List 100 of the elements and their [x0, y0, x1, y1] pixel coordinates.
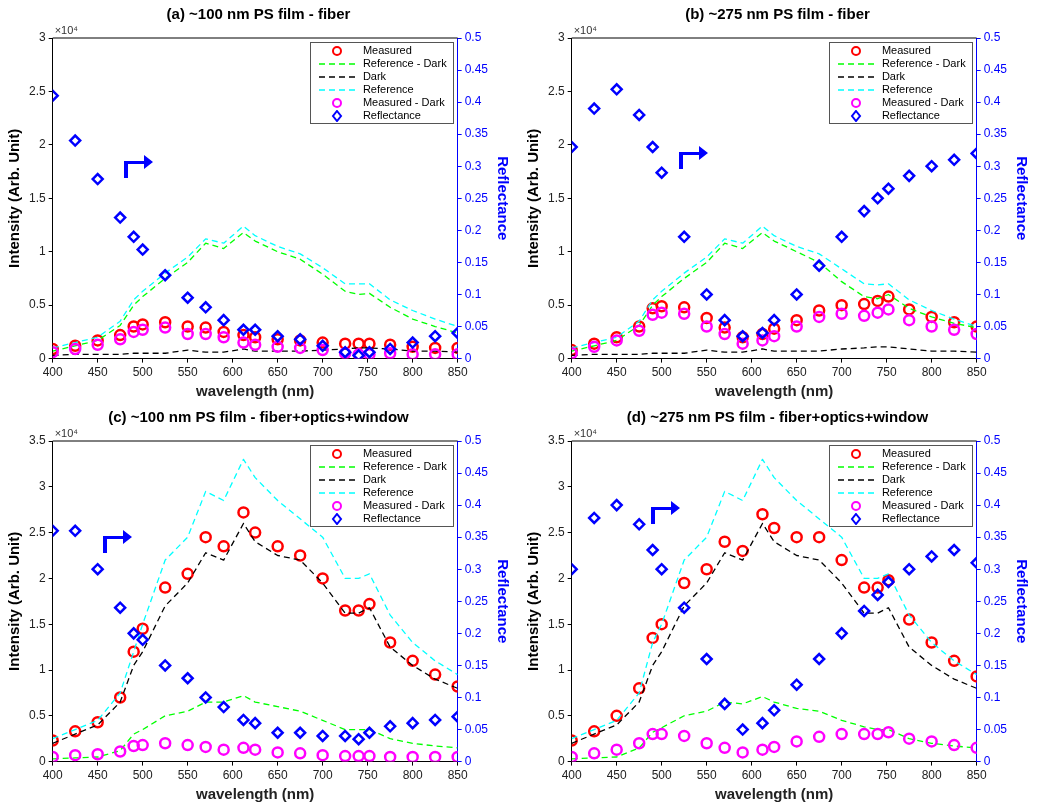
y2-tick-label: 0.1	[983, 286, 1001, 301]
y2-tick-label: 0.25	[983, 190, 1008, 205]
x-tick-label: 500	[651, 365, 673, 380]
y2-axis-title: Reflectance	[1013, 156, 1031, 241]
y2-tick-label: 0.3	[983, 561, 1001, 576]
x-tick-label: 450	[87, 768, 109, 783]
y-tick-label: 2.5	[547, 524, 565, 539]
y-tick-label: 2	[557, 137, 565, 152]
y2-tick-label: 0.05	[983, 318, 1008, 333]
y2-tick-label: 0.45	[983, 62, 1008, 77]
y2-tick-label: 0.5	[983, 433, 1001, 448]
y2-tick-label: 0	[464, 350, 472, 365]
y-tick-label: 1.5	[28, 190, 46, 205]
text: ×10⁴	[573, 426, 598, 439]
y2-tick-label: 0.4	[983, 94, 1001, 109]
y2-tick-label: 0.2	[464, 625, 482, 640]
chart-title: (b) ~275 nm PS film - fiber	[685, 5, 870, 23]
legend-label: Dark	[362, 473, 387, 486]
y2-tick-label: 0.45	[464, 62, 489, 77]
y2-tick-label: 0	[464, 753, 472, 768]
x-tick-label: 500	[132, 768, 154, 783]
y2-tick-label: 0.35	[983, 529, 1008, 544]
x-tick-label: 500	[651, 768, 673, 783]
y2-tick-label: 0	[983, 753, 991, 768]
y2-tick-label: 0.5	[464, 433, 482, 448]
y2-tick-label: 0.2	[983, 222, 1001, 237]
y2-tick-label: 0.4	[983, 497, 1001, 512]
legend-label: Reference	[362, 83, 414, 96]
x-tick-label: 550	[177, 768, 198, 783]
x-tick-label: 750	[357, 365, 378, 380]
legend-label: Reference - Dark	[881, 57, 966, 70]
legend-label: Reference	[881, 83, 933, 96]
chart-title: (a) ~100 nm PS film - fiber	[166, 5, 351, 23]
x-tick-label: 600	[741, 768, 762, 783]
y2-tick-label: 0.2	[983, 625, 1001, 640]
legend-label: Reflectance	[362, 512, 421, 525]
y2-tick-label: 0.2	[464, 222, 482, 237]
x-tick-label: 600	[741, 365, 762, 380]
y-tick-label: 0.5	[28, 708, 46, 723]
y-tick-label: 0	[38, 753, 46, 768]
x-tick-label: 400	[561, 768, 583, 783]
x-tick-label: 450	[606, 365, 628, 380]
y-axis-title: Intensity (Arb. Unit)	[5, 128, 23, 268]
y-tick-label: 0.5	[28, 297, 46, 312]
x-tick-label: 850	[447, 768, 468, 783]
legend-label: Dark	[362, 70, 387, 83]
x-tick-label: 850	[966, 768, 987, 783]
legend-label: Reference - Dark	[881, 460, 966, 473]
y-tick-label: 2	[38, 570, 46, 585]
y2-tick-label: 0.35	[983, 126, 1008, 141]
y-tick-label: 3.5	[547, 433, 565, 448]
legend-label: Measured - Dark	[362, 499, 445, 512]
text: ×10⁴	[54, 23, 79, 36]
y2-tick-label: 0.1	[464, 286, 482, 301]
y-tick-label: 0	[38, 350, 46, 365]
x-tick-label: 400	[42, 768, 64, 783]
y-tick-label: 2.5	[28, 83, 46, 98]
x-tick-label: 800	[921, 365, 942, 380]
x-tick-label: 850	[966, 365, 987, 380]
y2-tick-label: 0.3	[464, 158, 482, 173]
x-tick-label: 550	[696, 365, 717, 380]
y2-tick-label: 0.4	[464, 497, 482, 512]
y2-tick-label: 0.3	[983, 158, 1001, 173]
y2-tick-label: 0	[983, 350, 991, 365]
y-tick-label: 3	[557, 479, 565, 494]
legend-label: Measured	[362, 447, 412, 460]
x-axis-title: wavelength (nm)	[713, 382, 834, 400]
y-tick-label: 0	[557, 350, 565, 365]
y2-tick-label: 0.5	[464, 30, 482, 45]
y-tick-label: 2.5	[28, 524, 46, 539]
y-axis-title: Intensity (Arb. Unit)	[524, 128, 542, 268]
x-tick-label: 800	[402, 768, 423, 783]
y2-tick-label: 0.1	[983, 689, 1001, 704]
x-tick-label: 850	[447, 365, 468, 380]
x-tick-label: 400	[561, 365, 583, 380]
legend-label: Measured	[881, 447, 931, 460]
y2-tick-label: 0.35	[464, 529, 489, 544]
legend-label: Reflectance	[881, 512, 940, 525]
legend-label: Measured - Dark	[881, 96, 964, 109]
y2-tick-label: 0.05	[464, 721, 489, 736]
y-tick-label: 3	[557, 30, 565, 45]
x-tick-label: 750	[876, 365, 897, 380]
legend-label: Reflectance	[881, 109, 940, 122]
y2-tick-label: 0.15	[464, 657, 489, 672]
y2-tick-label: 0.35	[464, 126, 489, 141]
y-tick-label: 3.5	[28, 433, 46, 448]
legend-label: Dark	[881, 473, 906, 486]
text: ×10⁴	[54, 426, 79, 439]
chart-title: (d) ~275 nm PS film - fiber+optics+window	[626, 408, 929, 426]
y2-tick-label: 0.1	[464, 689, 482, 704]
x-axis-title: wavelength (nm)	[194, 785, 315, 803]
x-tick-label: 700	[312, 365, 333, 380]
y-tick-label: 1.5	[547, 190, 565, 205]
x-axis-title: wavelength (nm)	[713, 785, 834, 803]
x-tick-label: 800	[402, 365, 423, 380]
text: ×10⁴	[573, 23, 598, 36]
y2-tick-label: 0.15	[464, 254, 489, 269]
y-tick-label: 1	[557, 662, 565, 677]
y-tick-label: 1	[38, 662, 46, 677]
y2-axis-title: Reflectance	[494, 559, 512, 644]
